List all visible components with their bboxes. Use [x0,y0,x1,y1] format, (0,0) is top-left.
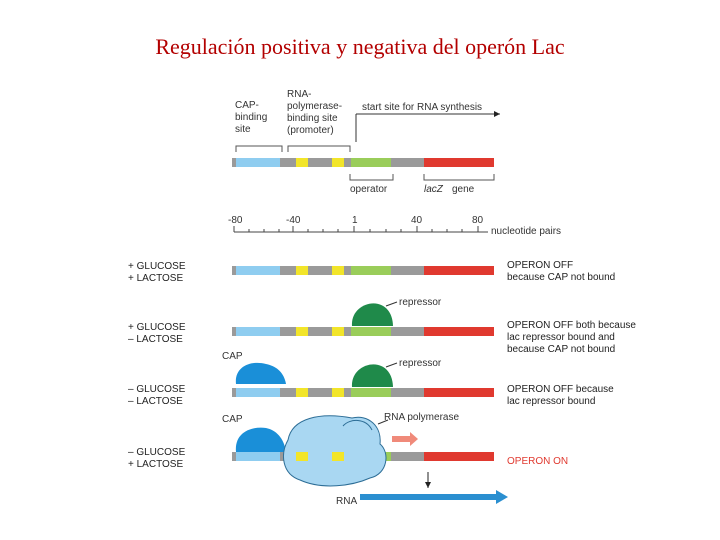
scale-tick-label: 1 [352,215,358,226]
condition-lactose: + LACTOSE [128,459,183,470]
repressor-label: repressor [399,297,442,308]
scale-tick-label: 80 [472,215,484,226]
promoter-label-line-3: binding site [287,113,338,124]
cap-binding-site-label: CAP- binding site [235,100,267,135]
repressor-protein [351,364,393,387]
promoter-box-2 [332,266,344,275]
cap-binding-site-label-line-3: site [235,124,251,135]
start-site-label: start site for RNA synthesis [362,102,482,113]
operon-status-line-1: OPERON ON [507,456,568,467]
condition-row-3: CAP repressor – GLUCOSE – LACTOSE OPERON… [128,351,614,407]
operon-status-line-3: because CAP not bound [507,344,615,355]
rna-label: RNA [336,496,357,507]
rna-polymerase-label: RNA polymerase [384,412,459,423]
operon-status-line-2: because CAP not bound [507,272,615,283]
lacz-gene-box [424,158,494,167]
promoter-label-line-4: (promoter) [287,125,334,136]
repressor-pointer [385,362,398,368]
cap-site-bracket [235,145,283,152]
page-title: Regulación positiva y negativa del operó… [155,34,565,59]
operator-box [351,266,391,275]
condition-row-1: + GLUCOSE + LACTOSE OPERON OFF because C… [128,260,615,284]
promoter-box-2 [332,388,344,397]
promoter-box-2 [332,158,344,167]
operon-status-line-2: lac repressor bound [507,396,595,407]
operator-bracket [349,174,394,181]
lacz-bracket [423,174,495,181]
promoter-label-line-1: RNA- [287,89,311,100]
rna-polymerase [283,415,387,487]
rna-polymerase-binding-site-label: RNA- polymerase- binding site (promoter) [287,89,342,136]
condition-row-4: CAP – GLUCOSE + LACTOSE RNA polymerase O… [128,412,568,507]
lacz-label-gene: gene [452,184,475,195]
rna-polymerase-pointer [377,419,389,425]
promoter-box-1 [296,266,308,275]
operator-box [351,327,391,336]
condition-lactose: – LACTOSE [128,396,183,407]
lacz-gene-box [424,266,494,275]
transcription-direction-arrow [392,432,418,446]
cap-label: CAP [222,414,243,425]
nucleotide-pairs-label: nucleotide pairs [491,226,561,237]
repressor-label: repressor [399,358,442,369]
cap-protein [235,362,286,384]
cap-binding-site-label-line-1: CAP- [235,100,259,111]
cap-site-box [236,327,280,336]
promoter-box-1 [296,327,308,336]
cap-site-box [236,388,280,397]
condition-glucose: + GLUCOSE [128,261,186,272]
condition-glucose: – GLUCOSE [128,384,186,395]
cap-protein [235,427,286,452]
cap-site-box [236,452,280,461]
promoter-label-line-2: polymerase- [287,101,342,112]
rna-polymerase-pocket [342,420,373,431]
promoter-box-2 [332,452,344,461]
operator-label: operator [350,184,388,195]
promoter-bracket [287,145,351,152]
condition-lactose: – LACTOSE [128,334,183,345]
repressor-pointer [385,301,398,307]
operon-status-line-1: OPERON OFF [507,260,573,271]
lacz-gene-box [424,388,494,397]
rna-transcript-arrow [360,490,508,504]
operon-status-line-1: OPERON OFF because [507,384,614,395]
cap-binding-site-label-line-2: binding [235,112,267,123]
condition-glucose: – GLUCOSE [128,447,186,458]
scale-tick-label: 40 [411,215,423,226]
promoter-box-1 [296,158,308,167]
repressor-protein [351,303,393,326]
condition-glucose: + GLUCOSE [128,322,186,333]
lacz-label-italic: lacZ [424,184,444,195]
condition-lactose: + LACTOSE [128,273,183,284]
operon-status-line-1: OPERON OFF both because [507,320,636,331]
operator-box [351,158,391,167]
cap-site-box [236,266,280,275]
operon-status-line-2: lac repressor bound and [507,332,615,343]
promoter-box-1 [296,388,308,397]
lacz-gene-box [424,327,494,336]
cap-label: CAP [222,351,243,362]
cap-site-box [236,158,280,167]
promoter-box-2 [332,327,344,336]
dna-reference [232,158,494,167]
scale-tick-label: -40 [286,215,301,226]
lacz-gene-box [424,452,494,461]
nucleotide-scale: -80 -40 1 40 80 nucleotide pairs [228,215,561,237]
operator-box [351,388,391,397]
promoter-box-1 [296,452,308,461]
scale-tick-label: -80 [228,215,243,226]
condition-row-2: repressor + GLUCOSE – LACTOSE OPERON OFF… [128,297,636,355]
